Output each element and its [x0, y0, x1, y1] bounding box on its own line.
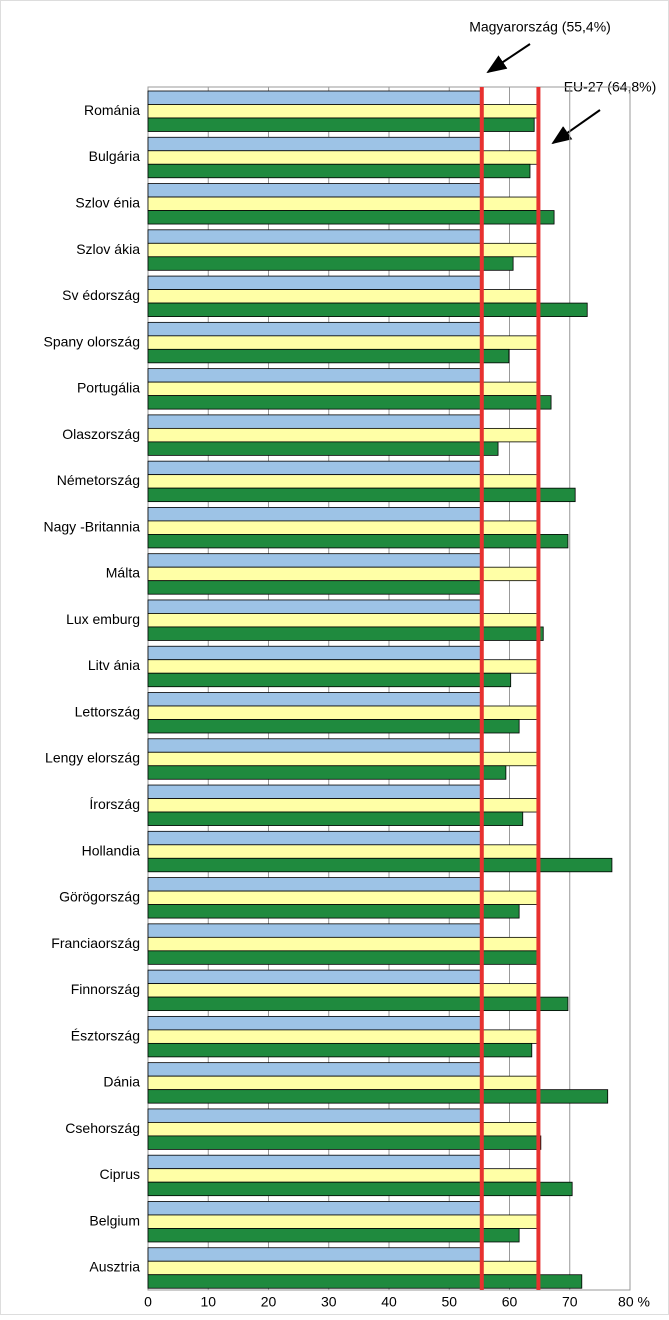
bar: [147, 672, 512, 688]
bar: [147, 553, 483, 568]
x-tick-label: 60: [502, 1294, 518, 1310]
bar: [147, 738, 483, 753]
x-tick-label: 0: [144, 1294, 152, 1310]
y-tick-label: Dánia: [103, 1074, 140, 1090]
bar: [147, 1135, 542, 1150]
arrow: [486, 43, 531, 74]
bar: [147, 302, 588, 317]
x-tick-label: 30: [321, 1294, 337, 1310]
bar: [147, 136, 483, 152]
bar: [147, 441, 499, 456]
bar: [147, 580, 481, 595]
y-tick-label: Németország: [57, 472, 140, 488]
y-tick-label: Portugália: [77, 380, 140, 396]
y-tick-label: Finnország: [71, 981, 140, 997]
y-tick-label: Litv ánia: [88, 657, 140, 673]
bar: [147, 969, 483, 985]
bar: [147, 348, 510, 364]
x-tick-label: 10: [200, 1294, 216, 1310]
y-tick-label: Bulgária: [89, 148, 141, 164]
bar: [147, 784, 483, 799]
bar: [147, 830, 483, 846]
y-tick-label: Olaszország: [62, 426, 140, 442]
bar: [147, 996, 569, 1012]
bar: [147, 1201, 483, 1216]
bar: [147, 210, 555, 225]
y-tick-label: Nagy -Britannia: [44, 518, 141, 534]
y-tick-label: Szlov énia: [75, 194, 140, 210]
y-tick-label: Írország: [89, 796, 140, 812]
bar: [147, 414, 483, 429]
bar: [147, 1181, 573, 1197]
annotation: Magyarország (55,4%): [469, 19, 611, 35]
bar: [147, 904, 520, 919]
y-tick-label: Szlov ákia: [76, 241, 140, 257]
bar: [147, 395, 552, 410]
y-tick-label: Lux emburg: [66, 611, 140, 627]
bar: [147, 645, 483, 661]
bar: [147, 1247, 483, 1262]
bar: [147, 626, 544, 641]
bar: [147, 1274, 583, 1289]
arrow: [551, 109, 601, 145]
y-tick-label: Észtország: [71, 1027, 140, 1043]
bar: [147, 765, 507, 780]
x-tick-label: 20: [261, 1294, 277, 1310]
bar: [147, 507, 483, 522]
y-tick-label: Ausztria: [89, 1259, 140, 1275]
x-tick-label: 70: [562, 1294, 578, 1310]
bar: [147, 256, 514, 271]
bar: [147, 487, 576, 503]
bar: [147, 1228, 520, 1243]
bar: [147, 1089, 609, 1104]
y-tick-label: Hollandia: [82, 842, 141, 858]
y-tick-label: Spany olország: [43, 333, 140, 349]
bar: [147, 923, 483, 938]
y-tick-label: Sv édország: [62, 287, 140, 303]
x-tick-label: 80 %: [618, 1294, 650, 1310]
bar: [147, 1042, 533, 1058]
bar: [147, 275, 483, 290]
y-tick-label: Franciaország: [51, 935, 140, 951]
y-tick-label: Románia: [84, 102, 140, 118]
bar: [147, 811, 524, 826]
bar: [147, 163, 531, 179]
bar: [147, 460, 483, 476]
bar: [147, 1108, 483, 1123]
y-tick-label: Belgium: [89, 1212, 140, 1228]
y-tick-label: Málta: [106, 565, 140, 581]
bar: [147, 229, 483, 244]
x-tick-label: 50: [441, 1294, 457, 1310]
x-tick-label: 40: [381, 1294, 397, 1310]
bar: [147, 90, 483, 105]
bar: [147, 877, 483, 892]
bar: [147, 692, 483, 707]
bar: [147, 857, 613, 873]
bar: [147, 1062, 483, 1077]
bar: [147, 950, 538, 965]
bar: [147, 1015, 483, 1031]
y-tick-label: Ciprus: [100, 1166, 140, 1182]
y-tick-label: Csehország: [65, 1120, 140, 1136]
bar: [147, 719, 520, 734]
bar: [147, 321, 483, 337]
bar: [147, 117, 535, 132]
bar: [147, 599, 483, 614]
bar: [147, 534, 569, 549]
y-tick-label: Görögország: [59, 889, 140, 905]
bar: [147, 183, 483, 198]
y-tick-label: Lengy elország: [45, 750, 140, 766]
bar: [147, 368, 483, 383]
plot-frame: [147, 86, 631, 1291]
y-tick-label: Lettország: [75, 703, 140, 719]
bar: [147, 1154, 483, 1170]
